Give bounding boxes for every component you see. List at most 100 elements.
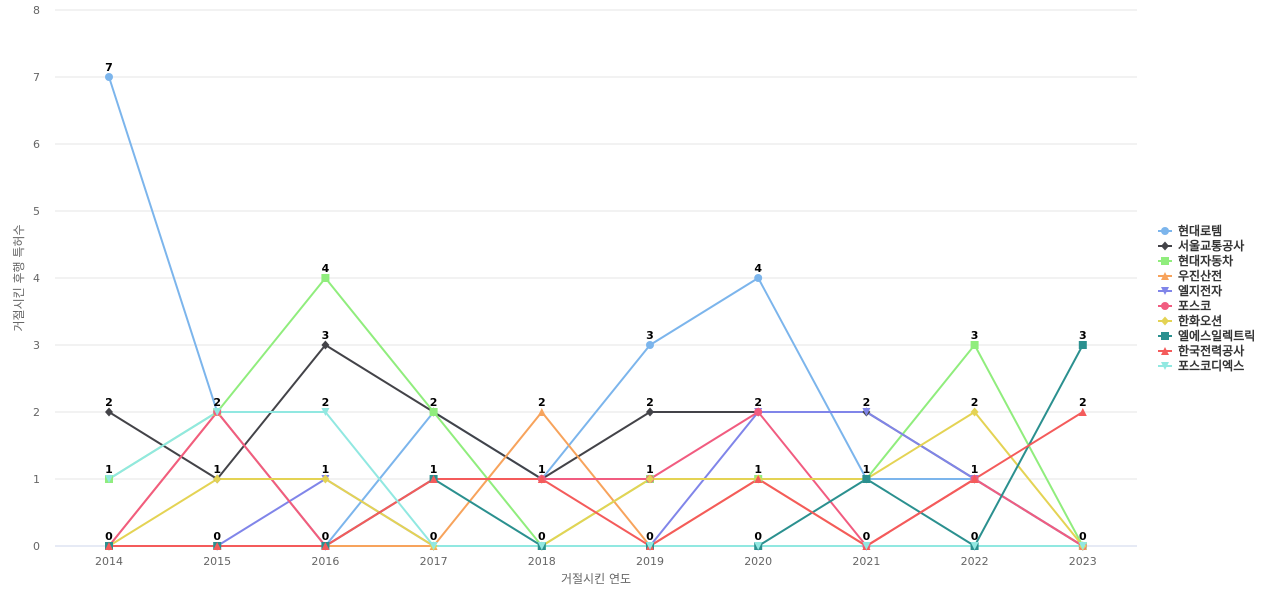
x-tick-label: 2020: [744, 555, 772, 568]
legend-item[interactable]: 한국전력공사: [1158, 343, 1244, 358]
legend-label: 엘지전자: [1178, 283, 1222, 298]
legend-item[interactable]: 우진산전: [1158, 268, 1222, 283]
series-point: [862, 408, 871, 416]
series-point: [646, 407, 654, 417]
x-tick-labels: 2014 2015 2016 2017 2018 2019 2020 2021 2022 2023: [95, 546, 1097, 568]
y-tick-label: 1: [33, 473, 40, 486]
legend-label: 엘에스일렉트릭: [1178, 328, 1255, 343]
series-point: [970, 341, 979, 349]
series-point: [646, 341, 654, 349]
legend-marker: [1161, 257, 1169, 265]
legend-item[interactable]: 포스코디엑스: [1158, 358, 1244, 373]
series-point: [321, 542, 330, 550]
data-label: 0: [430, 530, 438, 543]
y-tick-label: 0: [33, 540, 40, 553]
y-tick-label: 8: [33, 4, 40, 17]
data-label: 2: [105, 396, 113, 409]
series-point: [105, 73, 113, 81]
legend-label: 현대로템: [1178, 223, 1222, 238]
data-label: 1: [971, 463, 979, 476]
data-label: 2: [213, 396, 221, 409]
legend-item[interactable]: 현대자동차: [1158, 253, 1233, 268]
data-label: 2: [863, 396, 871, 409]
legend-marker: [1161, 241, 1169, 251]
series-point: [970, 407, 979, 417]
data-label: 1: [430, 463, 438, 476]
legend-label: 한화오션: [1178, 313, 1222, 328]
data-label: 1: [754, 463, 762, 476]
series-point: [321, 474, 330, 484]
data-label: 0: [213, 530, 221, 543]
series-point: [105, 475, 113, 483]
x-tick-label: 2022: [961, 555, 989, 568]
x-tick-label: 2019: [636, 555, 664, 568]
series-line: [108, 411, 1083, 547]
data-label: 2: [322, 396, 330, 409]
x-tick-label: 2016: [311, 555, 339, 568]
series-line: [108, 344, 1084, 547]
data-label: 1: [322, 463, 330, 476]
data-label: 4: [754, 262, 762, 275]
legend-marker: [1161, 287, 1169, 295]
legend-item[interactable]: 엘에스일렉트릭: [1158, 328, 1255, 343]
data-label: 2: [971, 396, 979, 409]
data-label: 0: [754, 530, 762, 543]
series-point: [970, 542, 979, 550]
legend-marker: [1161, 362, 1169, 370]
data-label: 0: [538, 530, 546, 543]
y-tick-labels: 0 1 2 3 4 5 6 7 8: [33, 4, 40, 553]
legend: 현대로템서울교통공사현대자동차우진산전엘지전자포스코한화오션엘에스일렉트릭한국전…: [1158, 223, 1255, 373]
series-point: [1078, 542, 1087, 550]
series-point: [537, 542, 546, 550]
data-label: 2: [538, 396, 546, 409]
legend-marker: [1161, 347, 1169, 355]
y-tick-label: 2: [33, 406, 40, 419]
series-point: [862, 475, 871, 483]
data-label: 0: [971, 530, 979, 543]
y-axis-title: 거절시킨 후행 특허수: [11, 225, 26, 332]
series-point: [213, 474, 222, 484]
series-point: [105, 407, 113, 417]
data-label: 2: [1079, 396, 1087, 409]
legend-label: 현대자동차: [1178, 253, 1233, 268]
series-point: [429, 542, 438, 550]
legend-item[interactable]: 엘지전자: [1158, 283, 1222, 298]
series-point: [321, 274, 330, 282]
series-line: [108, 76, 1084, 547]
data-label: 1: [538, 463, 546, 476]
series-point: [537, 475, 546, 483]
y-tick-label: 4: [33, 272, 40, 285]
series-markers: [105, 73, 1087, 551]
legend-item[interactable]: 현대로템: [1158, 223, 1222, 238]
x-tick-label: 2021: [852, 555, 880, 568]
series-point: [213, 408, 222, 416]
series-point: [213, 542, 222, 550]
y-tick-label: 3: [33, 339, 40, 352]
data-label: 1: [105, 463, 113, 476]
series-point: [537, 408, 546, 416]
data-label: 3: [1079, 329, 1087, 342]
data-labels: 7 2 1 0 2 1 0 4 3 2 1 0 2 1 0 2 1 0 3 2 1 0 4 2 1 0 2 1 0 3 2 1 0 3 2 0: [105, 61, 1087, 543]
series-point: [321, 408, 330, 416]
data-label: 0: [322, 530, 330, 543]
legend-item[interactable]: 서울교통공사: [1158, 238, 1244, 253]
series-point: [754, 542, 763, 550]
legend-item[interactable]: 한화오션: [1158, 313, 1222, 328]
legend-marker: [1161, 332, 1169, 340]
x-tick-label: 2015: [203, 555, 231, 568]
x-tick-label: 2017: [420, 555, 448, 568]
series-point: [754, 274, 763, 282]
series-point: [970, 475, 979, 483]
series-point: [1078, 341, 1087, 349]
legend-item[interactable]: 포스코: [1158, 299, 1211, 313]
data-label: 2: [754, 396, 762, 409]
series-point: [429, 475, 438, 483]
series-point: [321, 340, 330, 350]
data-label: 1: [863, 463, 871, 476]
series-point: [1078, 408, 1087, 416]
data-label: 1: [646, 463, 654, 476]
data-label: 3: [646, 329, 654, 342]
y-tick-label: 5: [33, 205, 40, 218]
series-lines: [108, 76, 1084, 547]
